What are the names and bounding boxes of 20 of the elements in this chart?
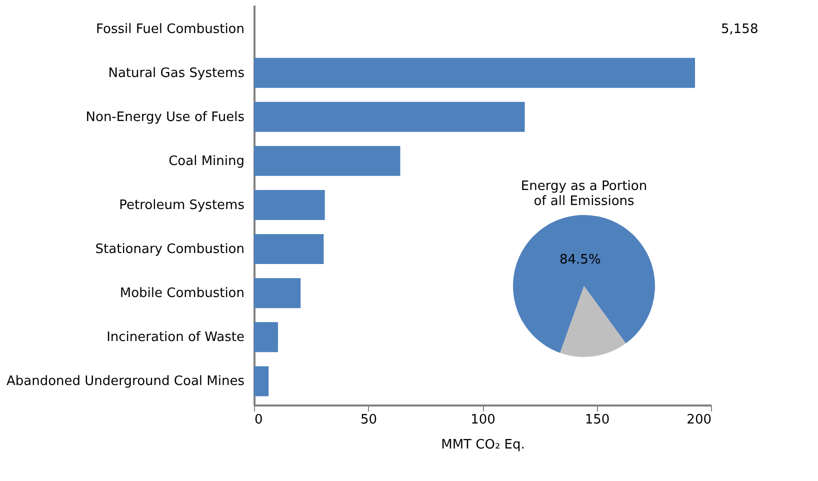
x-tick-label: 150 <box>584 412 610 428</box>
chart-title: Energy as a Portion of all Emissions <box>520 179 648 209</box>
x-tick-label: 200 <box>686 412 712 428</box>
text: 5,158 <box>721 22 758 37</box>
y-tick-label: Petroleum Systems <box>119 198 245 213</box>
x-axis-title: MMT CO₂ Eq. <box>441 438 525 452</box>
y-tick-label: Abandoned Underground Coal Mines <box>6 374 245 390</box>
pie-slice <box>560 286 626 357</box>
data-label: 84.5% <box>559 252 601 268</box>
y-tick-label: Fossil Fuel Combustion <box>96 22 244 37</box>
y-tick-label: Incineration of Waste <box>106 330 244 346</box>
x-tick-label: 100 <box>470 412 496 428</box>
y-tick-label: Natural Gas Systems <box>108 66 245 81</box>
y-tick-label: Coal Mining <box>168 154 244 169</box>
x-tick-label: 0 <box>254 412 263 428</box>
y-tick-label: Stationary Combustion <box>95 242 244 258</box>
y-tick-label: Non-Energy Use of Fuels <box>86 110 245 125</box>
y-tick-label: Mobile Combustion <box>120 286 244 302</box>
x-tick-label: 50 <box>360 412 378 428</box>
pie-slice <box>513 215 655 353</box>
